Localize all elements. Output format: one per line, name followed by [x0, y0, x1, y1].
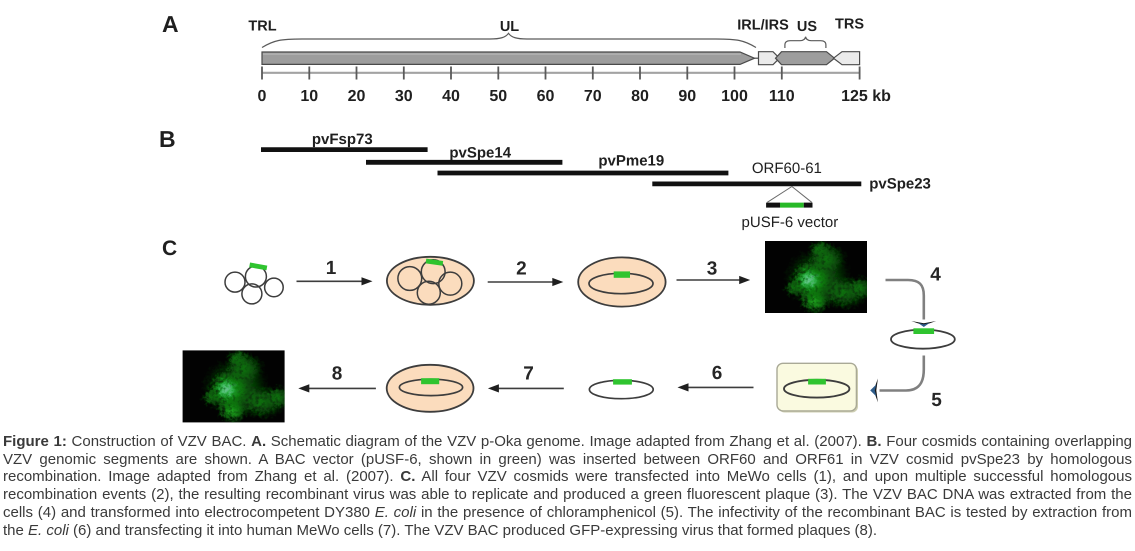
svg-text:C: C [162, 237, 177, 260]
svg-text:10: 10 [300, 88, 318, 105]
svg-text:5: 5 [931, 390, 942, 411]
svg-text:8: 8 [332, 364, 343, 385]
svg-text:6: 6 [712, 363, 723, 384]
svg-text:B: B [159, 126, 176, 152]
svg-text:80: 80 [631, 88, 649, 105]
svg-text:4: 4 [930, 264, 941, 285]
svg-text:100: 100 [721, 88, 748, 105]
svg-text:pvSpe23: pvSpe23 [869, 175, 931, 192]
svg-text:UL: UL [500, 19, 519, 35]
svg-text:1: 1 [326, 258, 337, 279]
svg-text:40: 40 [442, 88, 460, 105]
svg-text:90: 90 [678, 88, 696, 105]
svg-text:ORF60-61: ORF60-61 [752, 160, 822, 177]
svg-text:30: 30 [395, 88, 413, 105]
svg-text:50: 50 [489, 88, 507, 105]
svg-text:60: 60 [537, 88, 555, 105]
svg-text:20: 20 [348, 88, 366, 105]
svg-text:pUSF-6 vector: pUSF-6 vector [742, 214, 839, 231]
svg-text:pvSpe14: pvSpe14 [449, 145, 511, 162]
svg-text:0: 0 [258, 88, 267, 105]
svg-text:70: 70 [584, 88, 602, 105]
svg-text:pvPme19: pvPme19 [598, 152, 664, 169]
svg-text:3: 3 [707, 259, 718, 280]
svg-text:US: US [797, 19, 817, 35]
svg-text:pvFsp73: pvFsp73 [312, 131, 373, 148]
svg-text:7: 7 [523, 364, 534, 385]
svg-text:110: 110 [769, 88, 795, 105]
svg-text:IRL/IRS: IRL/IRS [737, 18, 789, 34]
svg-text:A: A [162, 11, 179, 37]
svg-text:2: 2 [516, 258, 527, 279]
svg-text:125 kb: 125 kb [841, 88, 891, 105]
svg-text:TRS: TRS [835, 17, 864, 33]
svg-text:TRL: TRL [248, 19, 276, 35]
